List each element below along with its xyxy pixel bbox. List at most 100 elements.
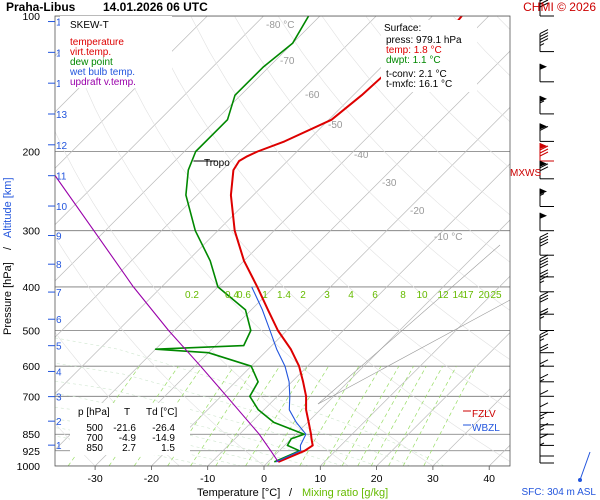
wind-barb-half xyxy=(539,378,545,382)
mixing-ratio-line xyxy=(299,366,360,466)
wind-barb-full xyxy=(539,29,549,35)
wind-barb xyxy=(539,160,554,180)
moist-adiabat xyxy=(55,435,208,466)
dry-adiabat xyxy=(234,16,510,311)
wind-barb-full xyxy=(539,235,549,241)
wind-barb-half xyxy=(539,193,545,196)
mixing-ratio-label: 17 xyxy=(462,290,474,301)
pressure-tick-label: 700 xyxy=(22,391,40,403)
wind-barb-half xyxy=(539,100,545,104)
wind-barb-half xyxy=(539,43,545,47)
wind-barb-full xyxy=(539,0,544,2)
temperature-tick-label: 30 xyxy=(427,473,439,485)
isotherm-line xyxy=(55,16,377,338)
wind-barb-half xyxy=(539,316,545,319)
table-header-td: Td [°C] xyxy=(146,407,177,418)
altitude-tick-label: 6 xyxy=(56,315,62,326)
isotherm-line xyxy=(55,16,321,282)
wind-barb-pennant xyxy=(540,212,547,219)
wbzl-label: WBZL xyxy=(472,423,500,434)
dry-adiabat xyxy=(55,130,349,466)
wind-barb xyxy=(539,442,554,464)
legend-item-updraft: updraft v.temp. xyxy=(70,77,136,88)
pressure-tick-label: 300 xyxy=(22,226,40,238)
dry-adiabat xyxy=(277,16,510,263)
mixing-ratio-line xyxy=(215,366,280,466)
pressure-tick-label: 850 xyxy=(22,429,40,441)
fzlv-label: FZLV xyxy=(472,409,496,420)
wind-barb-half xyxy=(539,442,545,446)
y-axis-altitude-title: Altitude [km] xyxy=(2,177,14,238)
mixing-ratio-label: 4 xyxy=(348,290,354,301)
wind-barb xyxy=(539,143,554,162)
copyright: CHMI © 2026 xyxy=(523,0,596,14)
wind-barb-full xyxy=(539,433,549,439)
series-wet-bulb-temp xyxy=(251,286,307,463)
wind-barb-full xyxy=(539,402,549,408)
isotherm-line xyxy=(55,16,264,226)
wind-barb-full xyxy=(539,346,549,352)
temperature-tick-label: -10 xyxy=(200,473,215,485)
altitude-tick-label: 8 xyxy=(56,260,62,271)
wind-barb-full xyxy=(539,311,549,316)
legend-title: SKEW-T xyxy=(70,20,109,31)
wind-barb-full xyxy=(539,148,549,154)
wind-barb-full xyxy=(539,254,549,260)
mixing-ratio-label: 3 xyxy=(324,290,330,301)
mixing-ratio-label: 10 xyxy=(416,290,428,301)
dry-adiabat xyxy=(146,16,510,411)
pressure-tick-label: 600 xyxy=(22,361,40,373)
legend-box xyxy=(60,16,172,88)
altitude-tick-label: 13 xyxy=(56,110,68,121)
sfc-label: SFC: 304 m ASL xyxy=(522,487,597,498)
isotherm-line xyxy=(151,106,510,466)
mixing-ratio-label: 8 xyxy=(400,290,406,301)
surface-box xyxy=(381,20,477,92)
wind-barb-pennant xyxy=(540,63,547,70)
dry-adiabat xyxy=(55,236,265,466)
wind-barb-pennant xyxy=(540,95,547,102)
temperature-tick-label: -20 xyxy=(144,473,159,485)
series-temperature xyxy=(229,16,463,463)
mixing-ratio-label: 6 xyxy=(372,290,378,301)
temperature-tick-label: 40 xyxy=(483,473,495,485)
wind-barb-full xyxy=(539,32,549,38)
mixing-ratio-line xyxy=(245,366,309,466)
wind-barb-half xyxy=(539,364,545,368)
wind-barb-full xyxy=(539,291,549,297)
wind-barb xyxy=(539,359,554,383)
surface-dwpt: dwpt: 1.1 °C xyxy=(386,55,441,66)
wind-barb xyxy=(539,373,554,397)
wind-barb-full xyxy=(539,35,549,41)
surface-temp: temp: 1.8 °C xyxy=(386,45,442,56)
wind-barb-full xyxy=(539,272,549,278)
temperature-tick-label: 0 xyxy=(261,473,267,485)
wind-barb-full xyxy=(539,241,549,247)
isotherm-label: -20 xyxy=(410,206,425,217)
table-box xyxy=(70,403,190,455)
altitude-tick-label: 9 xyxy=(56,232,62,243)
table-row-p: 700 xyxy=(86,433,103,444)
wind-barb xyxy=(539,343,554,367)
isotherm-line xyxy=(55,16,152,113)
wind-barb-half xyxy=(539,427,545,431)
isotherm-label: -80 °C xyxy=(266,20,294,31)
wind-barb-full xyxy=(539,294,549,300)
mixing-ratio-line xyxy=(388,366,443,466)
pressure-tick-label: 200 xyxy=(22,146,40,158)
dry-adiabat xyxy=(59,16,434,466)
dry-adiabat xyxy=(103,16,510,462)
isotherm-line xyxy=(263,219,510,466)
mixing-ratio-label: 20 xyxy=(478,290,490,301)
table-row-td: 1.5 xyxy=(161,443,175,454)
wind-barb-full xyxy=(539,275,549,281)
wind-barb-full xyxy=(539,125,549,131)
wind-barb-full xyxy=(539,308,549,313)
reference-line xyxy=(317,299,510,405)
mixing-ratio-line xyxy=(341,366,400,466)
wind-barb-full xyxy=(539,0,549,5)
table-row-p: 850 xyxy=(86,443,103,454)
wind-barbs xyxy=(539,0,591,482)
isotherm-label: -10 °C xyxy=(434,232,462,243)
